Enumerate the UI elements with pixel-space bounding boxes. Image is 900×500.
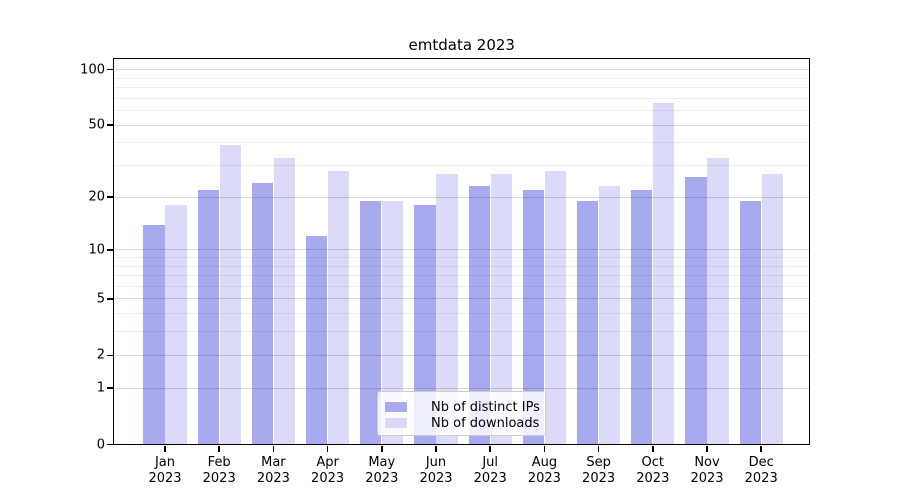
bar-distinct-ips-sep bbox=[576, 201, 599, 445]
legend-row-downloads: Nb of downloads bbox=[385, 415, 539, 431]
y-tick-mark bbox=[107, 124, 113, 126]
y-tick-mark bbox=[107, 196, 113, 198]
x-tick-mark bbox=[381, 445, 383, 452]
y-gridline-minor bbox=[114, 142, 810, 144]
y-gridline-minor bbox=[114, 265, 810, 267]
y-tick-mark bbox=[107, 387, 113, 389]
y-gridline-minor bbox=[114, 97, 810, 99]
y-gridline-major bbox=[114, 354, 810, 356]
y-tick-mark bbox=[107, 68, 113, 71]
x-tick-label-aug: Aug 2023 bbox=[527, 454, 561, 486]
bar-distinct-ips-jan bbox=[143, 224, 165, 445]
legend-row-distinct-ips: Nb of distinct IPs bbox=[385, 399, 540, 415]
y-tick-label: 10 bbox=[88, 242, 105, 258]
y-gridline-minor bbox=[114, 275, 810, 277]
bar-distinct-ips-jun bbox=[414, 205, 436, 445]
bar-distinct-ips-mar bbox=[251, 183, 274, 445]
y-tick-mark bbox=[107, 443, 113, 446]
bar-downloads-may bbox=[382, 201, 404, 445]
legend-label-downloads: Nb of downloads bbox=[431, 415, 540, 431]
bar-downloads-dec bbox=[761, 173, 783, 445]
bar-distinct-ips-dec bbox=[739, 201, 761, 445]
bar-downloads-feb bbox=[219, 144, 241, 445]
bar-downloads-jul bbox=[490, 173, 512, 445]
bar-distinct-ips-oct bbox=[631, 189, 653, 445]
y-gridline-major bbox=[114, 69, 810, 71]
y-gridline-major bbox=[114, 124, 810, 126]
y-tick-mark bbox=[107, 298, 113, 300]
bar-distinct-ips-feb bbox=[197, 189, 219, 445]
x-tick-label-may: May 2023 bbox=[365, 454, 399, 486]
y-tick-label: 2 bbox=[96, 347, 105, 363]
x-tick-mark bbox=[706, 445, 708, 452]
y-gridline-minor bbox=[114, 285, 810, 287]
bar-downloads-aug bbox=[544, 171, 567, 445]
y-gridline-minor bbox=[114, 77, 810, 79]
x-tick-mark bbox=[543, 445, 546, 452]
y-gridline-minor bbox=[114, 313, 810, 315]
y-gridline-major bbox=[114, 298, 810, 300]
x-tick-mark bbox=[326, 445, 329, 452]
bar-distinct-ips-apr bbox=[305, 236, 328, 445]
bar-downloads-nov bbox=[707, 158, 729, 445]
y-tick-label: 1 bbox=[96, 380, 105, 396]
y-tick-label: 5 bbox=[96, 291, 105, 307]
bar-downloads-jun bbox=[436, 173, 458, 445]
x-tick-label-mar: Mar 2023 bbox=[256, 454, 290, 486]
legend: Nb of distinct IPs Nb of downloads bbox=[377, 391, 546, 436]
x-tick-mark bbox=[597, 445, 600, 452]
chart-title: emtdata 2023 bbox=[408, 36, 515, 54]
x-tick-label-sep: Sep 2023 bbox=[582, 454, 616, 486]
y-tick-label: 100 bbox=[80, 62, 105, 78]
y-gridline-minor bbox=[114, 331, 810, 333]
x-tick-mark bbox=[218, 445, 220, 452]
x-tick-label-apr: Apr 2023 bbox=[311, 454, 345, 486]
bar-downloads-mar bbox=[273, 158, 296, 445]
bar-downloads-oct bbox=[653, 103, 675, 445]
y-gridline-minor bbox=[114, 110, 810, 112]
x-tick-label-oct: Oct 2023 bbox=[636, 454, 670, 486]
legend-swatch-distinct-ips bbox=[385, 402, 407, 412]
x-tick-label-nov: Nov 2023 bbox=[690, 454, 724, 486]
x-tick-mark bbox=[435, 445, 437, 452]
y-tick-mark bbox=[107, 249, 113, 251]
x-tick-label-dec: Dec 2023 bbox=[744, 454, 778, 486]
y-gridline-minor bbox=[114, 165, 810, 167]
y-tick-mark bbox=[107, 354, 113, 357]
bar-downloads-jan bbox=[165, 205, 187, 445]
x-tick-label-jan: Jan 2023 bbox=[148, 454, 182, 486]
x-tick-mark bbox=[652, 445, 654, 452]
x-tick-label-jul: Jul 2023 bbox=[473, 454, 507, 486]
x-tick-label-jun: Jun 2023 bbox=[419, 454, 453, 486]
legend-swatch-downloads bbox=[385, 418, 407, 428]
x-tick-mark bbox=[760, 445, 762, 452]
bar-downloads-apr bbox=[327, 171, 350, 445]
bar-distinct-ips-may bbox=[360, 201, 382, 445]
x-tick-mark bbox=[489, 445, 491, 452]
y-gridline-minor bbox=[114, 257, 810, 258]
y-gridline-major bbox=[114, 249, 810, 251]
y-tick-label: 20 bbox=[88, 189, 105, 205]
bar-downloads-sep bbox=[598, 186, 621, 445]
x-tick-mark bbox=[164, 445, 166, 452]
y-gridline-minor bbox=[114, 87, 810, 89]
legend-label-distinct-ips: Nb of distinct IPs bbox=[431, 399, 540, 415]
x-tick-mark bbox=[272, 445, 275, 452]
bar-distinct-ips-nov bbox=[685, 176, 707, 445]
y-tick-label: 0 bbox=[96, 437, 105, 452]
bar-distinct-ips-jul bbox=[468, 186, 490, 445]
plot-area bbox=[114, 59, 810, 445]
bar-distinct-ips-aug bbox=[522, 189, 545, 445]
x-tick-label-feb: Feb 2023 bbox=[202, 454, 236, 486]
y-gridline-major bbox=[114, 387, 810, 389]
y-tick-label: 50 bbox=[88, 117, 105, 133]
y-gridline-major bbox=[114, 196, 810, 198]
